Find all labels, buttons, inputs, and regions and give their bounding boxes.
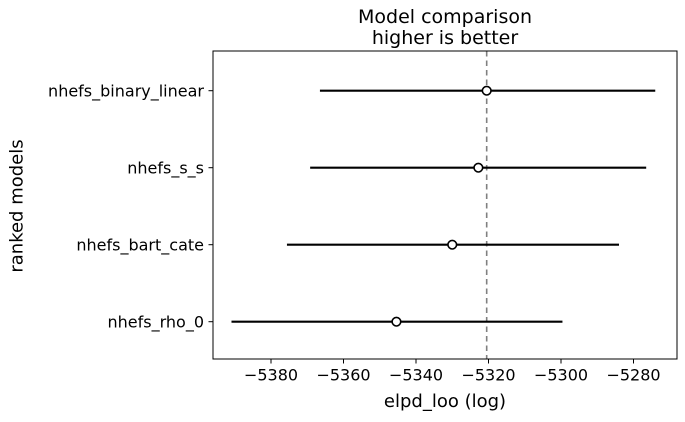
elpd-marker xyxy=(481,85,492,96)
chart-title-line1: Model comparison xyxy=(357,6,533,28)
elpd-marker xyxy=(473,162,484,173)
x-tick-label: −5380 xyxy=(244,366,298,385)
elpd-marker xyxy=(391,316,402,327)
x-axis-label: elpd_loo (log) xyxy=(383,391,507,412)
y-axis-label: ranked models xyxy=(6,139,28,273)
x-tick-label: −5360 xyxy=(316,366,370,385)
x-tick-label: −5340 xyxy=(389,366,443,385)
y-category-label: nhefs_binary_linear xyxy=(48,81,204,101)
chart-title: Model comparison higher is better xyxy=(213,7,677,48)
y-category-label: nhefs_bart_cate xyxy=(76,235,204,255)
chart-title-line2: higher is better xyxy=(371,26,519,49)
plot-frame xyxy=(212,50,678,360)
y-category-label: nhefs_rho_0 xyxy=(108,312,205,332)
x-tick-label: −5320 xyxy=(461,366,515,385)
x-tick-label: −5280 xyxy=(606,366,660,385)
x-tick-label: −5300 xyxy=(534,366,588,385)
elpd-marker xyxy=(447,239,458,250)
y-category-label: nhefs_s_s xyxy=(127,158,204,178)
